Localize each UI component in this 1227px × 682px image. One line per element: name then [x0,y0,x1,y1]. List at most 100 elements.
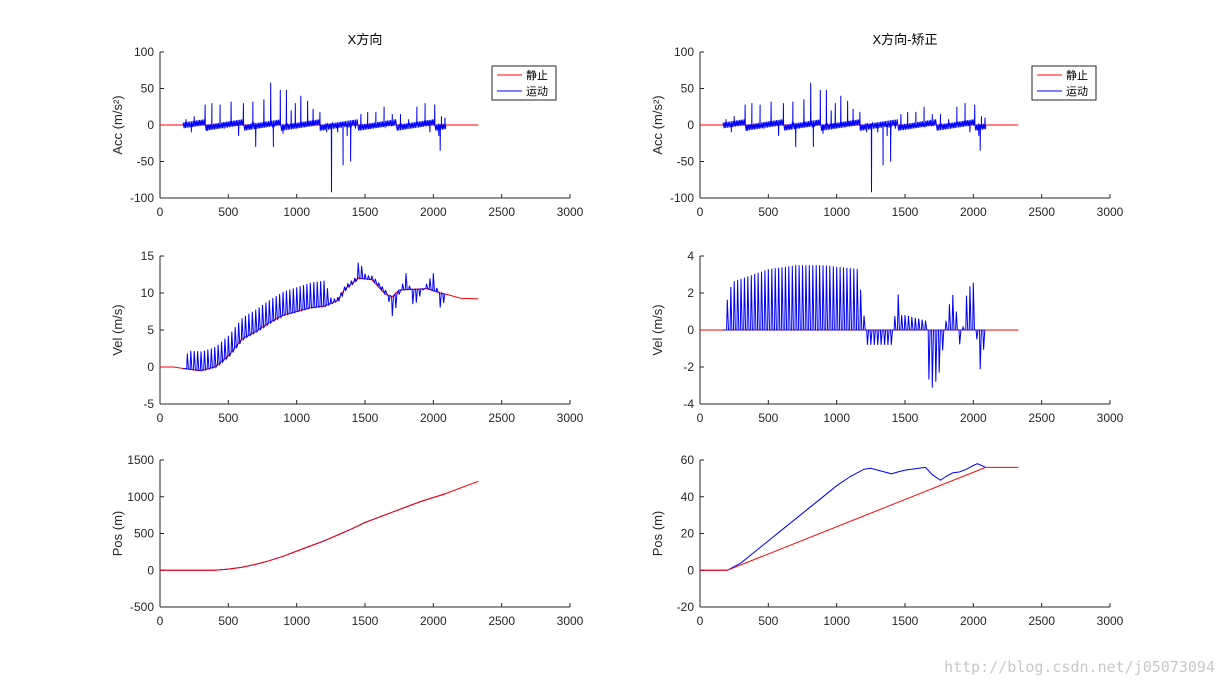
plot-area [160,256,570,404]
legend-box [491,65,557,101]
x-tick-label: 2500 [488,205,515,219]
y-tick-label: 0 [147,360,154,374]
plot-series [160,262,479,372]
y-tick-label: 500 [134,527,154,541]
plot-area [160,460,570,607]
chart-title: X方向 [348,32,383,47]
y-tick-label: 20 [681,527,695,541]
x-tick-label: 3000 [1097,614,1124,628]
x-tick-label: 2500 [1028,614,1055,628]
y-tick-label: -50 [137,155,155,169]
y-tick-label: -100 [670,191,694,205]
y-tick-label: -50 [677,155,695,169]
x-tick-label: 2000 [960,614,987,628]
x-tick-label: 2500 [1028,411,1055,425]
x-tick-label: 2000 [960,205,987,219]
plot-series [160,82,479,193]
y-tick-label: 1500 [127,453,154,467]
series-line-moving [182,82,447,193]
legend-label-moving: 运动 [1066,85,1088,98]
x-tick-label: 2500 [1028,205,1055,219]
x-tick-label: 3000 [1097,411,1124,425]
x-tick-label: 1500 [352,614,379,628]
y-tick-label: -500 [130,600,154,614]
x-tick-label: 1000 [283,411,310,425]
y-tick-label: -5 [143,397,154,411]
legend-box [1031,65,1097,101]
x-tick-label: 2500 [488,614,515,628]
chart-vel-corr: 0 500 1000 1500 2000 2500 3000 -4 -2 0 2 4 Vel (m/s) [650,249,1124,425]
series-line-static [160,480,479,571]
y-tick-label: 15 [141,249,155,263]
y-tick-label: 0 [687,323,694,337]
series-line-moving [183,262,446,372]
series-line-moving [723,265,986,388]
x-tick-label: 1000 [823,205,850,219]
y-tick-label: 0 [147,118,154,132]
y-tick-label: 100 [134,45,154,59]
y-axis-label: Vel (m/s) [650,304,665,355]
series-line-moving [722,82,987,193]
y-axis-label: Pos (m) [650,511,665,557]
plot-series [700,463,1019,571]
y-tick-label: 50 [681,82,695,96]
y-tick-label: -2 [683,360,694,374]
x-tick-label: 2000 [420,205,447,219]
y-tick-label: -20 [677,600,695,614]
x-tick-label: 3000 [1097,205,1124,219]
y-tick-label: 60 [681,453,695,467]
x-tick-label: 1000 [823,411,850,425]
x-tick-label: 1500 [892,205,919,219]
series-line-moving [700,463,986,571]
x-tick-label: 1000 [823,614,850,628]
x-tick-label: 500 [218,411,238,425]
y-tick-label: 4 [687,249,694,263]
x-tick-label: 1000 [283,205,310,219]
y-tick-label: 0 [687,563,694,577]
x-tick-label: 1000 [283,614,310,628]
y-tick-label: 0 [687,118,694,132]
x-tick-label: 0 [157,411,164,425]
chart-acc-raw: 0 500 1000 1500 2000 2500 3000 -100 -50 0 50 100 Acc… [110,32,584,219]
x-tick-label: 500 [758,614,778,628]
x-tick-label: 1500 [892,411,919,425]
y-axis-label: Pos (m) [110,511,125,557]
x-tick-label: 500 [218,205,238,219]
x-tick-label: 2000 [960,411,987,425]
chart-acc-corr: 0 500 1000 1500 2000 2500 3000 -100 -50 0 50 100 Acc… [650,32,1124,219]
x-tick-label: 3000 [557,411,584,425]
x-tick-label: 0 [697,205,704,219]
x-tick-label: 2000 [420,614,447,628]
x-tick-label: 0 [157,614,164,628]
series-line-static [700,466,1019,571]
x-tick-label: 500 [218,614,238,628]
y-tick-label: 5 [147,323,154,337]
plot-series [700,265,1019,388]
x-tick-label: 1500 [892,614,919,628]
plot-area [700,460,1110,607]
x-tick-label: 0 [697,411,704,425]
y-tick-label: -4 [683,397,694,411]
x-tick-label: 500 [758,205,778,219]
x-tick-label: 0 [697,614,704,628]
x-tick-label: 3000 [557,205,584,219]
legend-label-static: 静止 [1066,68,1088,82]
y-tick-label: 2 [687,286,694,300]
y-tick-label: 10 [141,286,155,300]
y-tick-label: 40 [681,490,695,504]
x-tick-label: 1500 [352,411,379,425]
y-tick-label: 100 [674,45,694,59]
y-tick-label: 0 [147,563,154,577]
x-tick-label: 3000 [557,614,584,628]
y-axis-label: Acc (m/s²) [650,95,665,154]
legend-label-moving: 运动 [526,85,548,98]
watermark: http://blog.csdn.net/j05073094 [944,658,1215,676]
chart-title: X方向-矫正 [872,32,937,47]
y-axis-label: Vel (m/s) [110,304,125,355]
y-tick-label: 50 [141,82,155,96]
